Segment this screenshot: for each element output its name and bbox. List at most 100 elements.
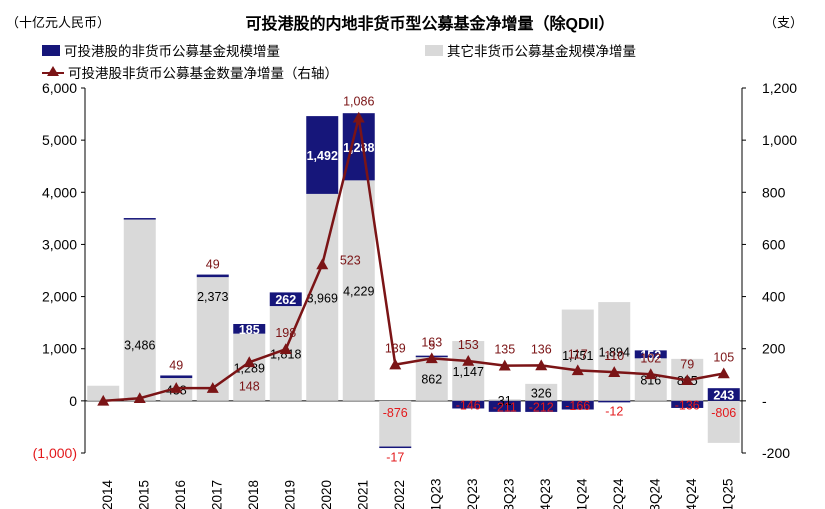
count-label: 1,086	[343, 95, 374, 109]
count-marker	[316, 258, 329, 270]
bar-other	[634, 358, 667, 401]
right-tick-label: -	[762, 393, 767, 409]
category-label: 2021	[355, 480, 370, 509]
bar-label-other: 1,147	[453, 365, 484, 379]
bar-other	[415, 355, 448, 401]
count-label: 198	[275, 326, 296, 340]
bar-label-hk: -136	[675, 398, 700, 412]
category-label: 2017	[209, 480, 224, 509]
bar-label-other: 2,373	[197, 290, 228, 304]
bar-label-hk: 152	[640, 348, 661, 362]
bar-other	[87, 385, 120, 401]
bar-hk	[561, 400, 594, 410]
count-marker	[133, 392, 146, 404]
left-tick-label: 4,000	[42, 184, 77, 200]
bar-hk	[525, 400, 558, 412]
bar-label-other: 1,289	[234, 361, 265, 375]
legend-swatch-series-a	[42, 44, 60, 56]
bar-other	[488, 399, 521, 401]
count-label: 79	[680, 357, 694, 371]
bar-hk	[306, 116, 339, 194]
bar-hk	[488, 400, 521, 412]
count-line	[103, 117, 724, 403]
bar-other	[598, 302, 631, 401]
legend-label-series-b: 其它非货币公募基金规模净增量	[447, 44, 636, 59]
count-label: 102	[640, 351, 661, 365]
bar-label-hk: 1,288	[343, 141, 374, 155]
bar-label-hk: -211	[493, 400, 517, 414]
count-marker	[425, 352, 438, 364]
bar-hk	[707, 388, 740, 401]
left-tick-label: 0	[69, 393, 77, 409]
right-axis-unit: （支）	[764, 15, 804, 30]
bar-other	[123, 219, 156, 401]
count-marker	[717, 367, 730, 379]
count-label: 135	[494, 343, 515, 357]
count-marker	[535, 359, 548, 371]
left-axis-unit: （十亿元人民币）	[6, 15, 111, 30]
bar-label-hk: 262	[275, 293, 296, 307]
left-tick-label: (1,000)	[33, 445, 77, 461]
legend-item-series-a: 可投港股的非货币公募基金规模增量	[42, 40, 280, 60]
bar-label-hk: -146	[456, 399, 481, 413]
right-tick-label: 1,000	[762, 132, 797, 148]
count-marker	[681, 374, 694, 386]
bar-label-hk: 185	[239, 323, 260, 337]
category-label: 2Q23	[465, 478, 480, 509]
legend-item-series-c: 可投港股非货币公募基金数量净增量（右轴）	[42, 62, 338, 82]
bar-hk	[123, 218, 156, 220]
category-label: 1Q23	[428, 478, 443, 509]
count-marker	[462, 354, 475, 366]
count-label: 163	[421, 335, 442, 349]
count-marker	[206, 382, 219, 393]
category-label: 2016	[173, 480, 188, 509]
bar-label-hk: 5	[428, 339, 435, 353]
bar-other	[306, 193, 339, 401]
bar-label-other: 3,969	[307, 291, 338, 305]
count-marker	[279, 343, 292, 355]
count-label: 153	[458, 338, 479, 352]
category-label: 2015	[136, 480, 151, 509]
legend-swatch-series-c	[42, 66, 64, 78]
bar-other	[452, 341, 485, 401]
category-label: 1Q24	[574, 478, 589, 509]
bar-other	[342, 180, 375, 401]
bar-label-hk: 243	[713, 389, 734, 403]
bar-label-other: 862	[421, 372, 442, 386]
bar-hk	[671, 400, 704, 408]
category-label: 2014	[100, 479, 115, 509]
bar-hk	[452, 400, 485, 409]
bar-hk	[233, 323, 266, 334]
bar-hk	[379, 446, 412, 449]
legend-label-series-a: 可投港股的非货币公募基金规模增量	[64, 44, 280, 59]
left-tick-label: 3,000	[42, 236, 77, 252]
bar-label-hk: 49	[206, 258, 220, 272]
count-marker	[608, 366, 621, 377]
right-tick-label: -200	[762, 445, 790, 461]
bar-label-hk: -166	[565, 399, 590, 413]
count-label: 105	[713, 350, 734, 364]
count-marker	[571, 364, 584, 376]
left-tick-label: 6,000	[42, 80, 77, 96]
bar-label-other: 4,229	[343, 285, 374, 299]
count-marker	[498, 359, 511, 371]
bar-label-hk: -12	[605, 404, 623, 418]
category-label: 2019	[282, 480, 297, 509]
chart-title: 可投港股的内地非货币型公募基金净增量（除QDII）	[245, 16, 615, 33]
category-label: 2018	[246, 480, 261, 509]
bar-label-hk: 1,492	[307, 149, 338, 163]
category-label: 4Q24	[684, 478, 699, 509]
right-tick-label: 400	[762, 289, 786, 305]
bar-hk	[269, 292, 302, 307]
bar-hk	[196, 274, 229, 278]
bar-hk	[160, 375, 193, 379]
bar-other	[525, 383, 558, 401]
right-tick-label: 600	[762, 236, 786, 252]
category-label: 3Q24	[647, 478, 662, 509]
bar-other	[233, 333, 266, 401]
bar-label-other: 1,894	[599, 345, 630, 359]
category-label: 2Q24	[611, 478, 626, 509]
category-label: 2020	[319, 480, 334, 509]
count-label: 117	[568, 347, 588, 361]
